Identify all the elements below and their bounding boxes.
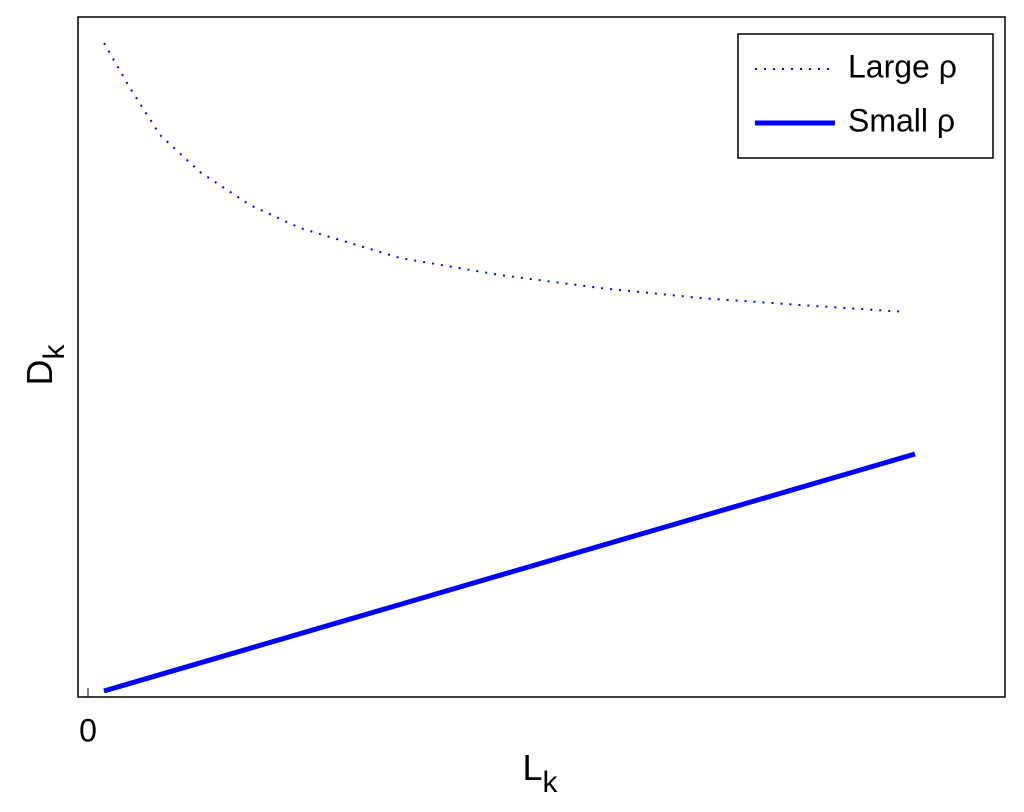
- y-label-main: D: [19, 360, 60, 386]
- y-axis-label: Dk: [19, 344, 71, 386]
- y-label-sub: k: [38, 344, 71, 360]
- legend-label: Small ρ: [848, 102, 955, 138]
- x-axis-label: Lk: [522, 747, 558, 799]
- legend-box: [737, 33, 994, 159]
- legend: Large ρ Small ρ: [737, 33, 994, 159]
- x-label-sub: k: [543, 766, 559, 799]
- x-tick-label: 0: [79, 712, 97, 748]
- legend-label: Large ρ: [848, 48, 957, 84]
- series-line: [103, 451, 916, 694]
- x-label-main: L: [522, 747, 542, 788]
